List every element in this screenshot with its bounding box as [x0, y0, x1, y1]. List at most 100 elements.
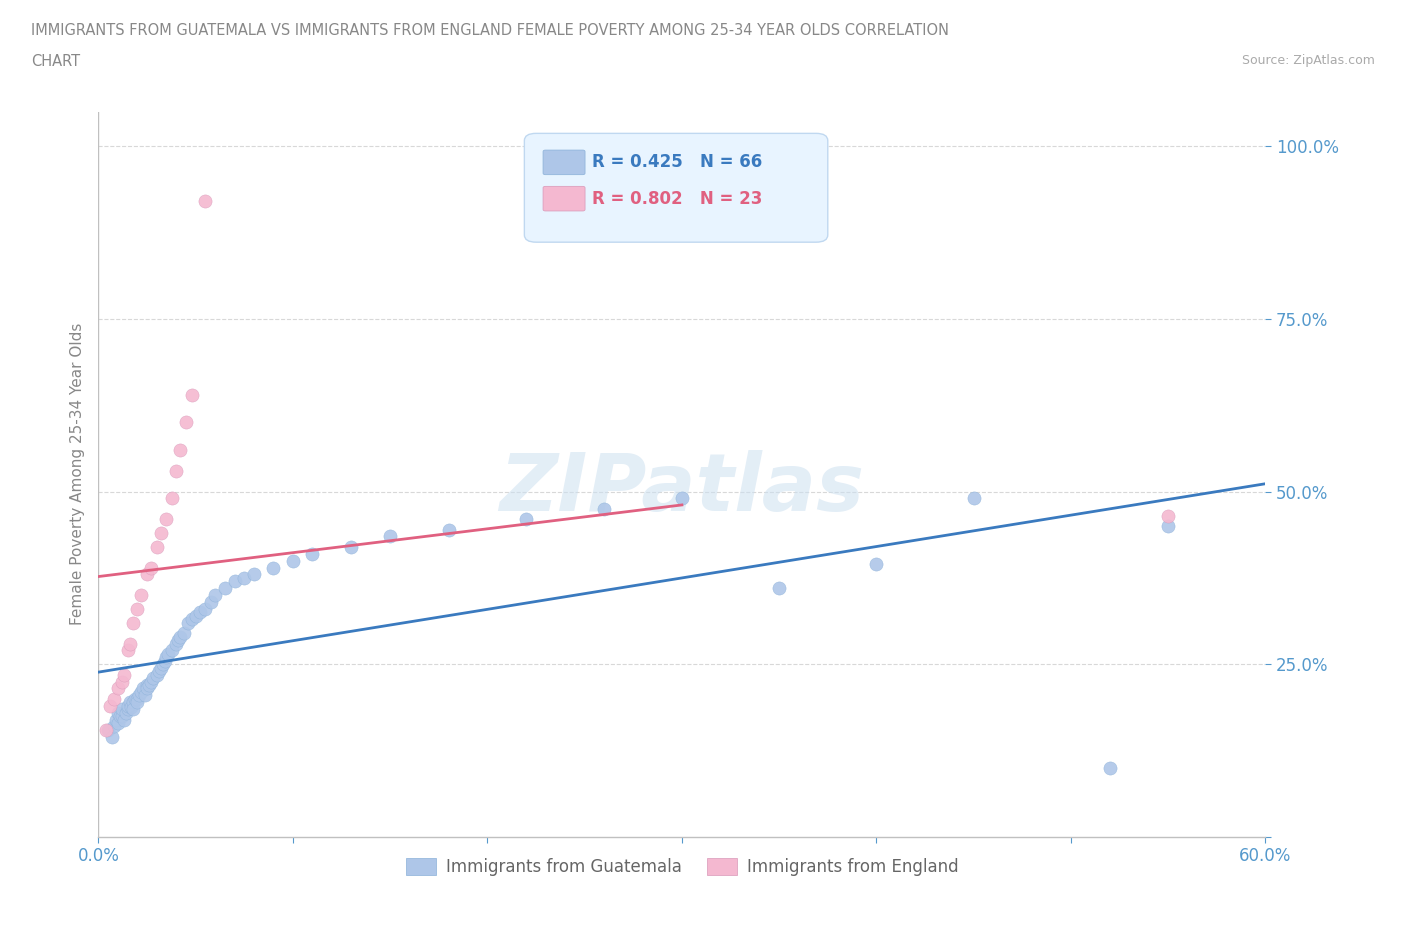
Point [103, 719, 125, 734]
Point [194, 602, 217, 617]
Point [118, 695, 141, 710]
Point [146, 667, 169, 682]
Text: IMMIGRANTS FROM GUATEMALA VS IMMIGRANTS FROM ENGLAND FEMALE POVERTY AMONG 25-34 : IMMIGRANTS FROM GUATEMALA VS IMMIGRANTS … [31, 23, 949, 38]
Text: Source: ZipAtlas.com: Source: ZipAtlas.com [1241, 54, 1375, 67]
Point [127, 602, 149, 617]
Point [162, 643, 184, 658]
Point [111, 674, 134, 689]
Point [224, 574, 246, 589]
Point [165, 636, 187, 651]
Point [162, 491, 184, 506]
Text: R = 0.425   N = 66: R = 0.425 N = 66 [592, 153, 762, 171]
Point [122, 695, 145, 710]
Point [768, 581, 790, 596]
Point [169, 443, 191, 458]
FancyBboxPatch shape [543, 186, 585, 211]
Point [188, 605, 211, 620]
Point [112, 712, 135, 727]
Point [184, 608, 207, 623]
Point [129, 588, 152, 603]
Point [128, 688, 150, 703]
Point [98, 698, 121, 713]
Point [96, 723, 118, 737]
Point [177, 616, 200, 631]
Point [962, 491, 984, 506]
Point [180, 388, 202, 403]
Point [121, 699, 143, 714]
Point [111, 709, 134, 724]
Point [437, 522, 460, 537]
Point [117, 702, 139, 717]
Point [146, 539, 169, 554]
Point [107, 681, 129, 696]
Point [281, 553, 304, 568]
Point [142, 671, 165, 685]
Point [153, 654, 176, 669]
Y-axis label: Female Poverty Among 25-34 Year Olds: Female Poverty Among 25-34 Year Olds [69, 323, 84, 626]
Point [380, 529, 402, 544]
Point [865, 557, 887, 572]
Point [180, 612, 202, 627]
Point [152, 657, 174, 671]
Point [200, 594, 222, 609]
Point [165, 463, 187, 478]
Point [112, 667, 135, 682]
Point [155, 650, 177, 665]
Point [139, 560, 162, 575]
Point [169, 630, 191, 644]
Point [127, 691, 149, 706]
Point [124, 691, 146, 706]
Point [301, 546, 323, 561]
Point [157, 646, 180, 661]
Point [149, 660, 172, 675]
Point [129, 684, 152, 699]
Point [134, 688, 156, 703]
Point [515, 512, 537, 526]
Point [136, 681, 159, 696]
Point [174, 415, 197, 430]
Point [122, 702, 145, 717]
Point [117, 643, 139, 658]
Point [108, 709, 131, 724]
Point [204, 588, 226, 603]
Point [117, 698, 139, 713]
Point [97, 723, 120, 737]
Point [127, 695, 149, 710]
Point [155, 512, 177, 526]
Text: ZIPatlas: ZIPatlas [499, 450, 865, 528]
FancyBboxPatch shape [543, 150, 585, 175]
Point [118, 636, 141, 651]
Legend: Immigrants from Guatemala, Immigrants from England: Immigrants from Guatemala, Immigrants fr… [399, 852, 965, 883]
Point [148, 664, 170, 679]
Point [132, 681, 155, 696]
Point [167, 632, 190, 647]
Point [139, 674, 162, 689]
Point [103, 691, 125, 706]
Text: R = 0.802   N = 23: R = 0.802 N = 23 [592, 190, 762, 207]
Point [122, 616, 145, 631]
Point [149, 525, 172, 540]
Point [111, 702, 134, 717]
Point [262, 560, 284, 575]
Point [194, 194, 217, 209]
Point [136, 678, 159, 693]
Point [243, 567, 266, 582]
Point [214, 581, 236, 596]
Point [138, 678, 160, 693]
Point [107, 705, 129, 720]
Point [1157, 519, 1180, 534]
Point [136, 567, 159, 582]
Point [173, 626, 195, 641]
Point [104, 712, 127, 727]
Point [101, 729, 124, 744]
Point [671, 491, 693, 506]
Point [593, 501, 616, 516]
Point [1157, 509, 1180, 524]
Point [114, 705, 136, 720]
Point [107, 715, 129, 730]
Point [340, 539, 363, 554]
Point [1098, 761, 1121, 776]
FancyBboxPatch shape [524, 133, 828, 242]
Text: CHART: CHART [31, 54, 80, 69]
Point [233, 570, 256, 585]
